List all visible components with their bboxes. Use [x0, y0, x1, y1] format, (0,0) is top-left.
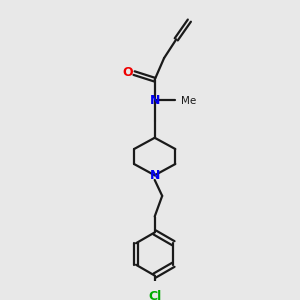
Text: N: N: [149, 94, 160, 107]
Text: Cl: Cl: [148, 290, 161, 300]
Text: N: N: [149, 169, 160, 182]
Text: Me: Me: [181, 96, 196, 106]
Text: O: O: [122, 66, 133, 79]
